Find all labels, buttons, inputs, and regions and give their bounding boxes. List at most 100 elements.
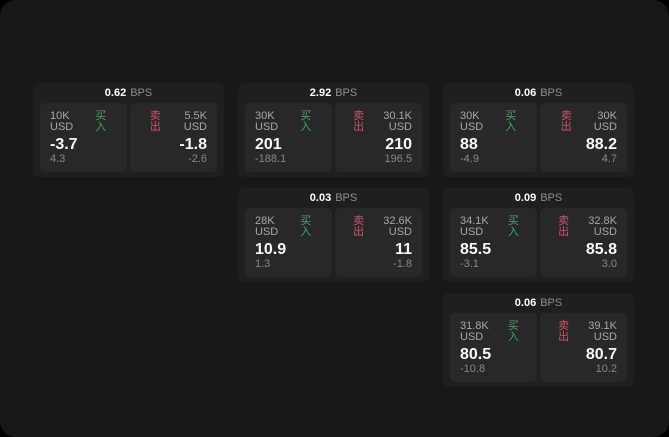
sell-size: 5.5K USD [183,110,207,134]
buy-panel-top: 34.1K USD 买入 [460,216,527,238]
spread-unit-label: BPS [540,86,563,99]
sell-sub-value: 10.2 [595,363,617,375]
sell-sub-value: -2.6 [188,153,207,165]
sell-size: 32.6K USD [383,215,412,239]
buy-sell-panels: 10K USD 买入 -3.7 4.3 卖出 5.5K USD -1.8 -2.… [33,103,224,177]
spread-value: 0.06 [514,296,537,309]
sell-size: 30K USD [593,110,617,134]
buy-sell-panels: 28K USD 买入 10.9 1.3 卖出 32.6K USD 11 -1.8 [238,208,429,282]
buy-sub-value: -188.1 [255,153,287,165]
sell-price: 85.8 [585,241,617,259]
buy-panel[interactable]: 30K USD 买入 201 -188.1 [245,103,332,172]
spread-header: 0.62 BPS [33,83,224,103]
sell-side-label: 卖出 [149,110,161,134]
buy-size: 30K USD [255,110,279,134]
sell-price: -1.8 [179,136,207,154]
sell-sub-value: 196.5 [384,153,412,165]
buy-price: 85.5 [460,241,492,259]
spread-header: 0.06 BPS [443,293,634,313]
buy-price: 88 [460,136,478,154]
spread-unit-label: BPS [335,191,358,204]
quote-card[interactable]: 0.06 BPS 31.8K USD 买入 80.5 -10.8 卖出 39.1… [443,293,634,387]
buy-sell-panels: 30K USD 买入 201 -188.1 卖出 30.1K USD 210 1… [238,103,429,177]
sell-side-label: 卖出 [353,215,365,239]
buy-panel-top: 28K USD 买入 [255,216,322,238]
spread-unit-label: BPS [540,296,563,309]
buy-panel-top: 30K USD 买入 [255,111,322,133]
spread-value: 0.62 [104,86,127,99]
buy-price: -3.7 [50,136,78,154]
buy-sub-value: -10.8 [460,363,486,375]
buy-size: 10K USD [50,110,74,134]
buy-sub-value: 4.3 [50,153,66,165]
buy-sub-value: -4.9 [460,153,479,165]
spread-value: 2.92 [309,86,332,99]
spread-value: 0.09 [514,191,537,204]
sell-sub-value: 3.0 [601,258,617,270]
buy-price: 201 [255,136,282,154]
spread-unit-label: BPS [335,86,358,99]
buy-panel[interactable]: 34.1K USD 买入 85.5 -3.1 [450,208,537,277]
sell-size: 32.8K USD [588,215,617,239]
sell-sub-value: 4.7 [601,153,617,165]
buy-panel-top: 30K USD 买入 [460,111,527,133]
sell-panel[interactable]: 卖出 5.5K USD -1.8 -2.6 [130,103,217,172]
sell-panel[interactable]: 卖出 39.1K USD 80.7 10.2 [540,313,627,382]
spread-value: 0.06 [514,86,537,99]
sell-size: 30.1K USD [383,110,412,134]
sell-price: 210 [385,136,412,154]
quote-card[interactable]: 2.92 BPS 30K USD 买入 201 -188.1 卖出 30.1K … [238,83,429,177]
spread-header: 0.09 BPS [443,188,634,208]
buy-panel[interactable]: 28K USD 买入 10.9 1.3 [245,208,332,277]
buy-sub-value: -3.1 [460,258,479,270]
sell-panel-top: 卖出 39.1K USD [550,321,617,343]
sell-panel[interactable]: 卖出 30.1K USD 210 196.5 [335,103,422,172]
spread-header: 2.92 BPS [238,83,429,103]
buy-size: 28K USD [255,215,279,239]
buy-size: 30K USD [460,110,484,134]
buy-sell-panels: 31.8K USD 买入 80.5 -10.8 卖出 39.1K USD 80.… [443,313,634,387]
buy-price: 10.9 [255,241,287,259]
sell-side-label: 卖出 [558,320,570,344]
buy-panel[interactable]: 30K USD 买入 88 -4.9 [450,103,537,172]
buy-sell-panels: 34.1K USD 买入 85.5 -3.1 卖出 32.8K USD 85.8… [443,208,634,282]
buy-panel-top: 31.8K USD 买入 [460,321,527,343]
quote-cards-grid: 0.62 BPS 10K USD 买入 -3.7 4.3 卖出 5.5K USD… [33,83,634,387]
spread-unit-label: BPS [540,191,563,204]
sell-side-label: 卖出 [558,215,570,239]
sell-panel[interactable]: 卖出 32.8K USD 85.8 3.0 [540,208,627,277]
spread-unit-label: BPS [130,86,153,99]
quote-card[interactable]: 0.62 BPS 10K USD 买入 -3.7 4.3 卖出 5.5K USD… [33,83,224,177]
sell-panel-top: 卖出 5.5K USD [140,111,207,133]
buy-size: 31.8K USD [460,320,489,344]
buy-panel[interactable]: 10K USD 买入 -3.7 4.3 [40,103,127,172]
buy-size: 34.1K USD [460,215,489,239]
buy-side-label: 买入 [507,320,519,344]
sell-size: 39.1K USD [588,320,617,344]
buy-side-label: 买入 [507,215,519,239]
buy-side-label: 买入 [300,215,312,239]
buy-price: 80.5 [460,346,492,364]
sell-side-label: 卖出 [560,110,572,134]
sell-panel-top: 卖出 30K USD [550,111,617,133]
buy-sub-value: 1.3 [255,258,271,270]
sell-panel[interactable]: 卖出 30K USD 88.2 4.7 [540,103,627,172]
sell-sub-value: -1.8 [393,258,412,270]
sell-side-label: 卖出 [353,110,365,134]
sell-price: 80.7 [585,346,617,364]
sell-price: 88.2 [585,136,617,154]
sell-panel-top: 卖出 32.8K USD [550,216,617,238]
quote-card[interactable]: 0.03 BPS 28K USD 买入 10.9 1.3 卖出 32.6K US… [238,188,429,282]
sell-panel-top: 卖出 32.6K USD [345,216,412,238]
spread-header: 0.06 BPS [443,83,634,103]
quote-card[interactable]: 0.09 BPS 34.1K USD 买入 85.5 -3.1 卖出 32.8K… [443,188,634,282]
sell-panel-top: 卖出 30.1K USD [345,111,412,133]
buy-panel-top: 10K USD 买入 [50,111,117,133]
sell-panel[interactable]: 卖出 32.6K USD 11 -1.8 [335,208,422,277]
quote-card[interactable]: 0.06 BPS 30K USD 买入 88 -4.9 卖出 30K USD 8… [443,83,634,177]
buy-side-label: 买入 [95,110,107,134]
sell-price: 11 [395,241,412,259]
buy-panel[interactable]: 31.8K USD 买入 80.5 -10.8 [450,313,537,382]
